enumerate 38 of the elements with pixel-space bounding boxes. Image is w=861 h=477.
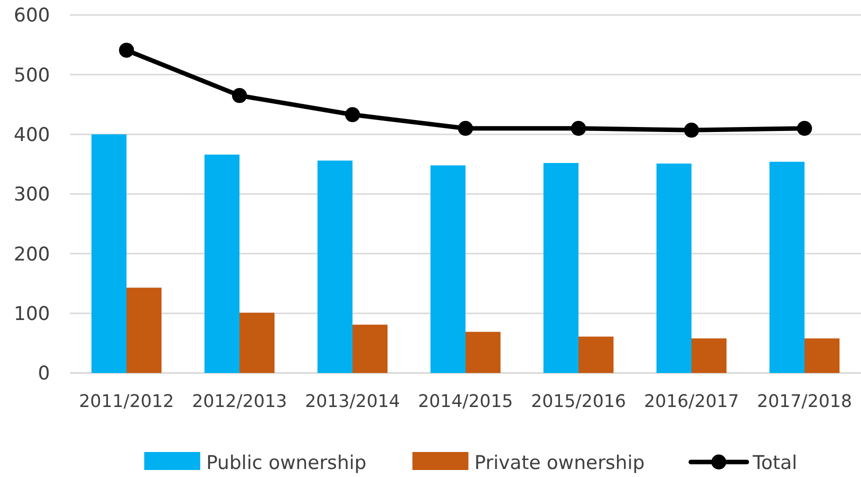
- point: [458, 120, 473, 136]
- y-tick-label: 100: [14, 302, 50, 325]
- point: [684, 122, 699, 138]
- point: [119, 42, 134, 58]
- point: [345, 107, 360, 122]
- bar: [656, 164, 692, 373]
- x-tick-label: 2017/2018: [757, 392, 852, 412]
- y-tick-label: 500: [14, 64, 50, 86]
- bar: [769, 162, 804, 373]
- bar: [240, 312, 275, 373]
- x-tick-label: 2013/2014: [305, 392, 400, 412]
- bar: [204, 154, 240, 373]
- x-tick-label: 2014/2015: [418, 392, 513, 412]
- y-tick-label: 600: [14, 4, 50, 27]
- bar: [804, 338, 840, 373]
- bar: [466, 332, 501, 373]
- x-tick-label: 2016/2017: [644, 392, 739, 412]
- bar: [430, 165, 466, 373]
- bar: [126, 288, 162, 373]
- bar: [578, 336, 614, 373]
- point: [232, 88, 247, 104]
- point: [797, 120, 812, 136]
- x-tick-label: 2011/2012: [79, 392, 174, 412]
- bar: [352, 324, 388, 373]
- bar: [317, 160, 352, 373]
- bar: [91, 134, 126, 373]
- legend-label: Public ownership: [206, 452, 366, 474]
- legend-label: Total: [752, 452, 798, 474]
- y-tick-label: 300: [14, 184, 50, 206]
- y-tick-label: 0: [38, 362, 50, 385]
- y-tick-label: 200: [14, 243, 50, 266]
- y-tick-label: 400: [14, 124, 50, 146]
- x-tick-label: 2015/2016: [531, 392, 626, 412]
- point: [571, 120, 586, 136]
- bar: [692, 338, 727, 373]
- x-tick-label: 2012/2013: [192, 392, 287, 412]
- legend-label: Private ownership: [474, 452, 645, 474]
- bar: [543, 162, 578, 373]
